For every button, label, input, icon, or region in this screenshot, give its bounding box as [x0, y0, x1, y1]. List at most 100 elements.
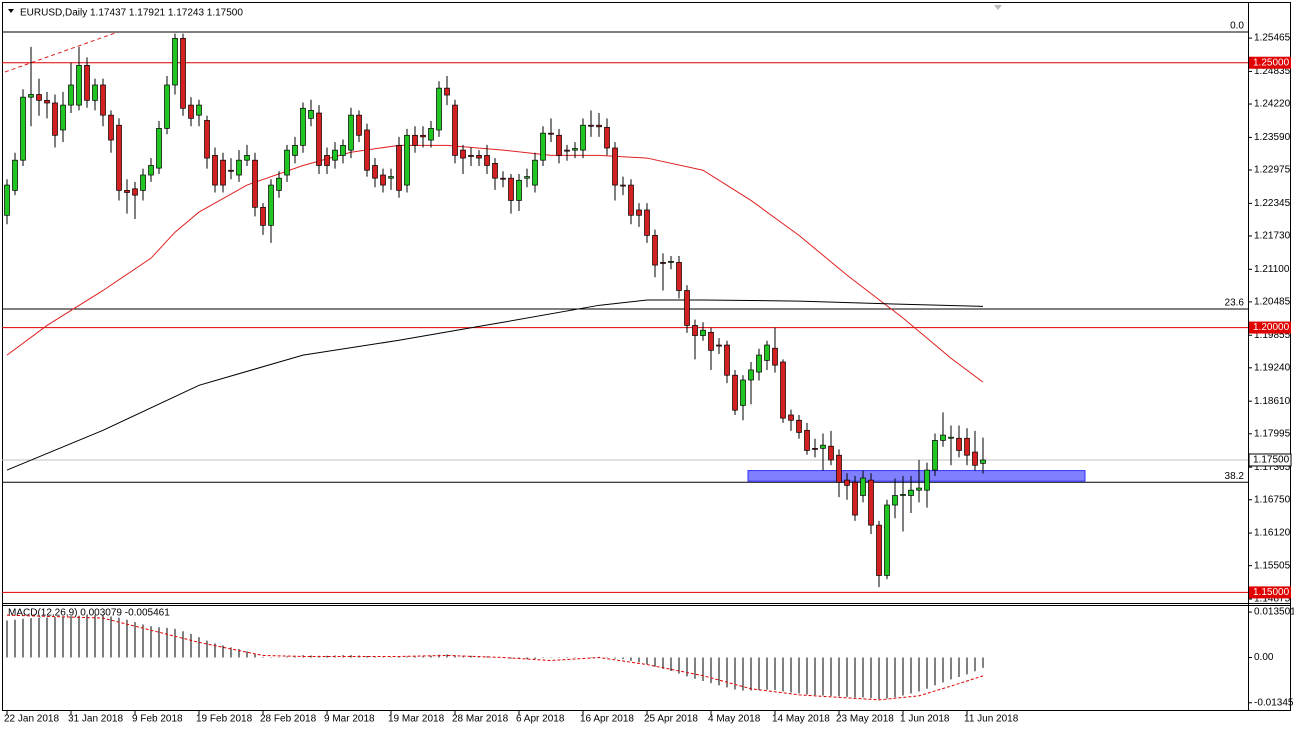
x-tick-label: 23 May 2018 [836, 714, 894, 725]
candle-body [268, 184, 274, 226]
candle-body [404, 134, 410, 186]
candle-body [172, 38, 178, 86]
candle-body [316, 112, 322, 166]
candle-body [748, 369, 754, 381]
candle-body [108, 114, 114, 141]
candle-body [284, 149, 290, 176]
candle-body [860, 477, 866, 496]
macd-y-tick-label: 0.013501 [1254, 607, 1294, 618]
level-price-label: 1.15000 [1253, 587, 1290, 598]
level-price-label: 1.20000 [1253, 322, 1290, 333]
moving-average [6, 144, 984, 383]
candle-body [740, 379, 746, 406]
candle-body [388, 176, 394, 179]
candle-body [844, 479, 850, 486]
candle-body [588, 124, 594, 127]
candle-body [356, 114, 362, 136]
fibonacci-label: 0.0 [1230, 21, 1244, 32]
current-price-label: 1.17500 [1253, 455, 1290, 466]
candle-body [684, 290, 690, 326]
candle-body [980, 459, 986, 464]
candle-body [540, 132, 546, 161]
candle-body [524, 176, 530, 179]
candle-body [236, 159, 242, 176]
y-tick-label: 1.18610 [1254, 396, 1291, 407]
candle-body [628, 184, 634, 216]
candle-body [876, 524, 882, 576]
y-tick-label: 1.21730 [1254, 231, 1291, 242]
candle-body [692, 325, 698, 336]
candle-body [732, 374, 738, 411]
candle-body [676, 262, 682, 291]
candle-body [132, 188, 138, 196]
candle-body [252, 159, 258, 208]
chart-title: EURUSD,Daily [20, 8, 87, 19]
moving-average [6, 299, 984, 471]
y-tick-label: 1.24835 [1254, 66, 1291, 77]
y-tick-label: 1.19855 [1254, 330, 1291, 341]
candle-body [116, 124, 122, 191]
y-tick-label: 1.16750 [1254, 494, 1291, 505]
candle-body [20, 96, 26, 161]
candle-body [212, 155, 218, 186]
y-tick-label: 1.22975 [1254, 165, 1291, 176]
chart-frame [2, 2, 1291, 711]
candle-body [956, 437, 962, 451]
x-tick-label: 19 Feb 2018 [196, 714, 253, 725]
candle-body [716, 344, 722, 347]
x-tick-label: 6 Apr 2018 [516, 714, 565, 725]
x-tick-label: 19 Mar 2018 [388, 714, 445, 725]
candle-body [820, 444, 826, 449]
x-tick-label: 11 Jun 2018 [964, 714, 1019, 725]
candle-body [452, 104, 458, 156]
candle-body [788, 414, 794, 421]
candle-body [708, 331, 714, 351]
candle-body [60, 104, 66, 131]
candle-body [204, 120, 210, 159]
candle-body [300, 107, 306, 146]
candle-body [364, 129, 370, 171]
x-tick-label: 31 Jan 2018 [68, 714, 123, 725]
candle-body [652, 235, 658, 266]
scroll-marker [994, 5, 1002, 10]
candle-body [804, 429, 810, 451]
y-tick-label: 1.23590 [1254, 132, 1291, 143]
candle-body [372, 165, 378, 179]
candle-body [796, 419, 802, 433]
candle-body [380, 174, 386, 186]
candle-body [668, 261, 674, 263]
candle-body [924, 469, 930, 491]
x-tick-label: 9 Mar 2018 [324, 714, 375, 725]
candle-body [492, 163, 498, 179]
candle-body [148, 165, 154, 176]
x-tick-label: 28 Mar 2018 [452, 714, 509, 725]
candle-body [412, 134, 418, 146]
y-tick-label: 1.25465 [1254, 33, 1291, 44]
candle-body [884, 504, 890, 576]
candle-body [756, 354, 762, 373]
candle-body [484, 155, 490, 166]
candle-body [220, 159, 226, 186]
y-tick-label: 1.15505 [1254, 560, 1291, 571]
candle-body [444, 87, 450, 96]
candle-body [468, 155, 474, 157]
candle-body [164, 84, 170, 129]
candle-body [36, 94, 42, 101]
candle-body [12, 159, 18, 191]
candle-body [52, 102, 58, 136]
candle-body [124, 190, 130, 193]
candle-body [324, 155, 330, 166]
candle-body [476, 155, 482, 159]
y-tick-label: 1.16120 [1254, 528, 1291, 539]
candle-body [44, 99, 50, 104]
candle-body [836, 454, 842, 483]
symbol-menu-arrow[interactable] [8, 9, 14, 13]
candle-body [604, 126, 610, 149]
macd-y-tick-label: -0.013457 [1254, 697, 1294, 708]
candle-body [332, 149, 338, 161]
candle-body [28, 94, 34, 98]
macd-title: MACD(12,26,9) 0.003079 -0.005461 [8, 608, 170, 619]
candle-body [156, 128, 162, 169]
candle-body [500, 177, 506, 180]
x-tick-label: 28 Feb 2018 [260, 714, 317, 725]
